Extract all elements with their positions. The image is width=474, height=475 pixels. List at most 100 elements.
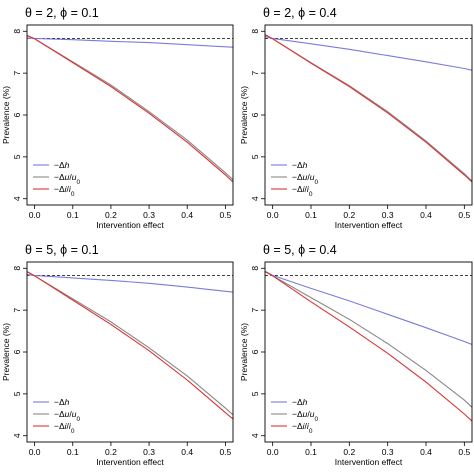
legend-glyph: −	[54, 172, 59, 182]
legend-glyph: h	[303, 397, 308, 407]
y-tick-label: 5	[12, 154, 22, 159]
y-tick-label: 8	[12, 266, 22, 271]
legend-glyph: Δ	[297, 397, 303, 407]
series-group	[265, 34, 472, 183]
x-tick-label: 0.2	[105, 447, 117, 457]
legend-glyph: Δ	[297, 184, 303, 194]
panel-3: θ = 5, ϕ = 0.1 0.0 0.1 0.2 0.3 0.4 0.5 4 5 6 7 8 Int…	[1, 243, 234, 467]
series-group	[27, 271, 233, 420]
x-tick-label: 0.2	[343, 447, 355, 457]
x-tick-label: 0.4	[420, 210, 432, 220]
legend-glyph: /	[69, 172, 72, 182]
legend-glyph: u	[310, 409, 315, 419]
legend-glyph: i	[307, 421, 310, 431]
legend-glyph: /	[67, 421, 70, 431]
legend-glyph: /	[67, 184, 70, 194]
legend-glyph: i	[65, 184, 68, 194]
legend-glyph: −	[292, 160, 297, 170]
legend-glyph: 0	[77, 416, 81, 423]
x-tick-label: 0.4	[181, 210, 193, 220]
series-line	[265, 270, 472, 346]
legend-label: −Δh	[54, 397, 70, 407]
legend-glyph: Δ	[297, 160, 303, 170]
x-tick-label: 0.5	[458, 447, 470, 457]
legend-glyph: i	[303, 184, 306, 194]
panel-4: θ = 5, ϕ = 0.4 0.0 0.1 0.2 0.3 0.4 0.5 4 5 6 7 8 Int…	[239, 243, 473, 467]
series-line	[265, 34, 472, 183]
legend-label: −Δi/i0	[292, 184, 313, 198]
legend-label: −Δh	[292, 160, 308, 170]
y-tick-label: 5	[250, 391, 260, 396]
legend-label: −Δi/i0	[54, 421, 75, 435]
legend-glyph: −	[54, 409, 59, 419]
legend-glyph: /	[305, 184, 308, 194]
x-tick-label: 0.4	[181, 447, 193, 457]
x-axis-label: Intervention effect	[335, 220, 403, 230]
legend-glyph: /	[305, 421, 308, 431]
legend-glyph: −	[292, 409, 297, 419]
y-tick-label: 7	[12, 71, 22, 76]
legend-glyph: h	[65, 160, 70, 170]
legend-glyph: Δ	[59, 421, 65, 431]
x-tick-label: 0.1	[305, 210, 317, 220]
x-tick-label: 0.0	[29, 210, 41, 220]
y-tick-label: 4	[250, 196, 260, 201]
legend: −Δh−Δu/u0−Δi/i0	[33, 397, 81, 435]
y-tick-label: 4	[250, 433, 260, 438]
y-tick-label: 6	[12, 112, 22, 117]
x-tick-label: 0.1	[67, 210, 79, 220]
x-tick-label: 0.0	[267, 447, 279, 457]
y-tick-label: 7	[12, 308, 22, 313]
legend-glyph: i	[69, 421, 72, 431]
y-tick-label: 6	[250, 112, 260, 117]
legend-glyph: h	[65, 397, 70, 407]
legend-glyph: /	[69, 409, 72, 419]
series-group	[265, 270, 472, 422]
x-tick-label: 0.1	[305, 447, 317, 457]
series-line	[265, 36, 472, 71]
x-tick-label: 0.5	[458, 210, 470, 220]
x-tick-label: 0.3	[143, 210, 155, 220]
panel-1: θ = 2, ϕ = 0.1 0.0 0.1 0.2 0.3 0.4 0.5 4 5 6 7 8 Int…	[1, 6, 234, 230]
legend-label: −Δu/u0	[292, 409, 319, 423]
legend-glyph: u	[72, 172, 77, 182]
y-tick-label: 6	[250, 349, 260, 354]
y-tick-label: 4	[12, 433, 22, 438]
y-tick-label: 5	[250, 154, 260, 159]
legend-glyph: Δ	[59, 397, 65, 407]
legend-glyph: −	[54, 421, 59, 431]
series-line	[265, 271, 472, 408]
legend-label: −Δi/i0	[54, 184, 75, 198]
x-tick-label: 0.5	[219, 447, 231, 457]
x-tick-label: 0.3	[382, 210, 394, 220]
panel-title: θ = 2, ϕ = 0.4	[263, 6, 337, 20]
legend-glyph: −	[54, 397, 59, 407]
series-line	[27, 34, 233, 181]
y-axis-label: Prevalence (%)	[1, 323, 11, 381]
legend-glyph: i	[65, 421, 68, 431]
legend-label: −Δi/i0	[292, 421, 313, 435]
legend-glyph: /	[307, 409, 310, 419]
legend-glyph: 0	[309, 428, 313, 435]
x-tick-label: 0.1	[67, 447, 79, 457]
x-axis-label: Intervention effect	[96, 457, 164, 467]
legend-glyph: u	[65, 172, 70, 182]
y-tick-label: 4	[12, 196, 22, 201]
legend-glyph: u	[310, 172, 315, 182]
y-axis-label: Prevalence (%)	[1, 86, 11, 144]
series-line	[27, 274, 233, 293]
legend-label: −Δh	[292, 397, 308, 407]
panel-title: θ = 5, ϕ = 0.1	[25, 243, 99, 257]
legend-glyph: h	[303, 160, 308, 170]
x-tick-label: 0.0	[267, 210, 279, 220]
legend: −Δh−Δu/u0−Δi/i0	[271, 160, 319, 198]
x-axis-label: Intervention effect	[335, 457, 403, 467]
legend-glyph: u	[72, 409, 77, 419]
x-axis-label: Intervention effect	[96, 220, 164, 230]
panel-title: θ = 2, ϕ = 0.1	[25, 6, 99, 20]
legend-glyph: 0	[315, 416, 319, 423]
legend-glyph: −	[54, 160, 59, 170]
y-tick-label: 7	[250, 308, 260, 313]
series-line	[27, 37, 233, 48]
